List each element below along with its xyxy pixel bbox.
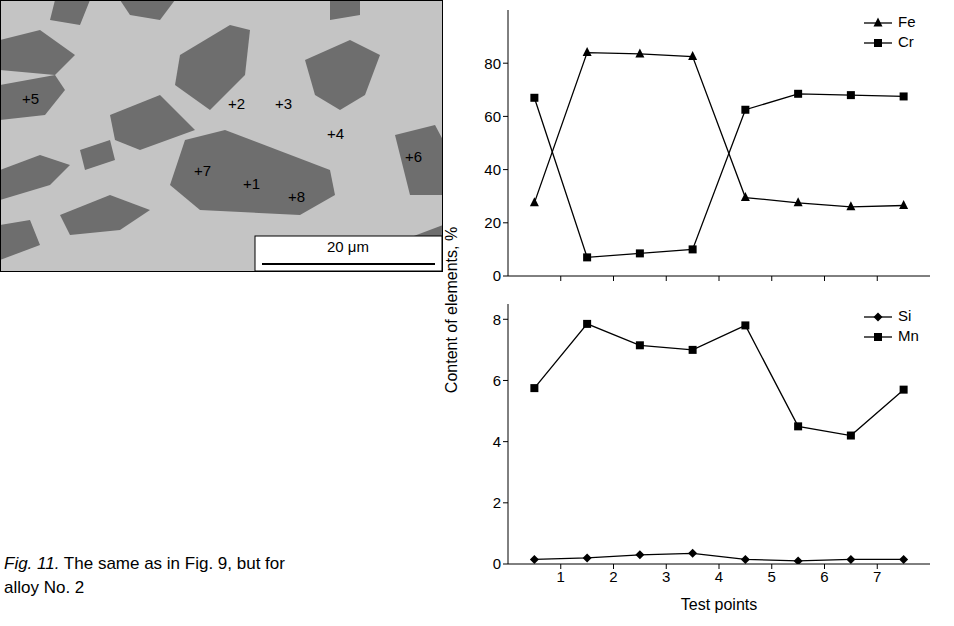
svg-text:4: 4 bbox=[715, 568, 723, 585]
svg-text:0: 0 bbox=[493, 267, 501, 284]
svg-text:8: 8 bbox=[493, 311, 501, 328]
svg-text:+5: +5 bbox=[22, 90, 39, 107]
svg-text:1: 1 bbox=[557, 568, 565, 585]
svg-text:Cr: Cr bbox=[898, 33, 914, 50]
svg-text:6: 6 bbox=[493, 372, 501, 389]
svg-text:3: 3 bbox=[662, 568, 670, 585]
svg-text:+1: +1 bbox=[243, 175, 260, 192]
svg-text:5: 5 bbox=[768, 568, 776, 585]
html-text:Content of elements, %: Content of elements, % bbox=[443, 226, 460, 394]
svg-text:+4: +4 bbox=[327, 125, 344, 142]
svg-text:+7: +7 bbox=[194, 162, 211, 179]
svg-text:4: 4 bbox=[493, 433, 501, 450]
svg-text:Si: Si bbox=[898, 307, 911, 324]
svg-text:Mn: Mn bbox=[898, 327, 919, 344]
svg-text:2: 2 bbox=[493, 494, 501, 511]
svg-text:2: 2 bbox=[609, 568, 617, 585]
html-text:Fig. 11. The same as in Fig. 9: Fig. 11. The same as in Fig. 9, but for … bbox=[4, 554, 285, 597]
svg-text:20 μm: 20 μm bbox=[327, 238, 369, 255]
svg-text:+8: +8 bbox=[288, 188, 305, 205]
svg-text:Test points: Test points bbox=[681, 596, 757, 613]
svg-text:40: 40 bbox=[484, 161, 501, 178]
svg-text:+2: +2 bbox=[228, 95, 245, 112]
svg-text:80: 80 bbox=[484, 55, 501, 72]
svg-text:7: 7 bbox=[873, 568, 881, 585]
svg-text:0: 0 bbox=[493, 555, 501, 572]
svg-text:6: 6 bbox=[820, 568, 828, 585]
svg-text:20: 20 bbox=[484, 214, 501, 231]
svg-text:Fe: Fe bbox=[898, 13, 916, 30]
svg-text:60: 60 bbox=[484, 108, 501, 125]
svg-text:+6: +6 bbox=[405, 148, 422, 165]
svg-text:+3: +3 bbox=[275, 95, 292, 112]
